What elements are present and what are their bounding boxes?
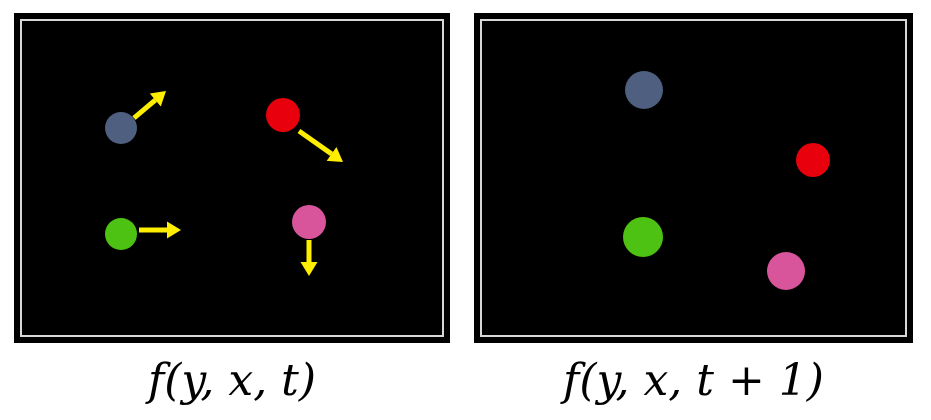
frame-t-slate-blue-motion-arrow-shaft xyxy=(132,98,157,120)
frame-t-pink-ball xyxy=(292,205,326,239)
frame-t-red-ball xyxy=(266,98,300,132)
frame-t-plus-1-slate-blue-ball xyxy=(625,71,663,109)
frame-t-green-motion-arrow xyxy=(139,221,181,239)
frame-t-border xyxy=(20,19,444,337)
frame-t-slate-blue-motion-arrow xyxy=(132,91,166,120)
frame-t-canvas xyxy=(105,91,343,276)
frame-t-slate-blue-motion-arrow-head xyxy=(149,91,166,107)
frame-t-pink-motion-arrow xyxy=(300,240,318,276)
frame-t-red-motion-arrow-head xyxy=(326,146,343,162)
frame-t-green-motion-arrow-head xyxy=(167,221,181,239)
frame-t-plus-1 xyxy=(474,13,913,343)
caption-frame-t: f(y, x, t) xyxy=(147,355,317,406)
frame-t-plus-1-border xyxy=(480,19,907,337)
frame-t-pink-motion-arrow-head xyxy=(300,262,318,276)
frame-t-plus-1-red-ball xyxy=(796,143,830,177)
frame-t-plus-1-green-ball xyxy=(623,217,663,257)
frame-t xyxy=(14,13,450,343)
frame-t-red-motion-arrow xyxy=(297,128,343,162)
frame-t-plus-1-pink-ball xyxy=(767,252,805,290)
caption-frame-t-plus-1: f(y, x, t + 1) xyxy=(563,355,824,406)
frame-t-plus-1-canvas xyxy=(623,71,830,290)
frame-t-slate-blue-ball xyxy=(105,112,137,144)
frame-t-green-ball xyxy=(105,218,137,250)
frame-t-red-motion-arrow-shaft xyxy=(297,128,333,156)
